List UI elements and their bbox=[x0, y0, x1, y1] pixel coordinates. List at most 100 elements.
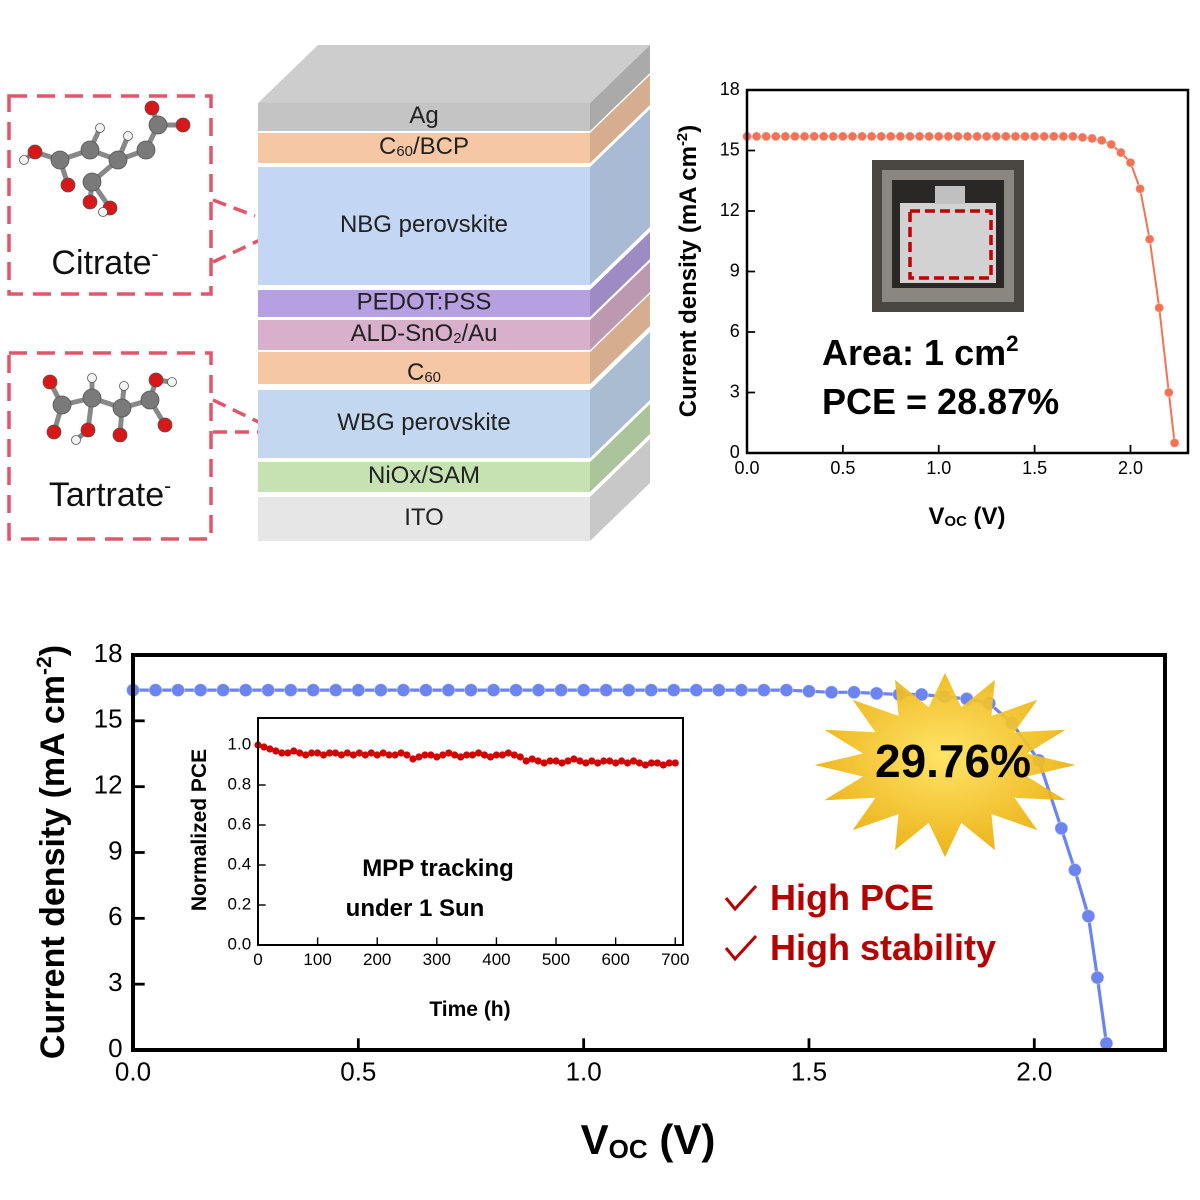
point bbox=[933, 131, 944, 142]
atom bbox=[82, 172, 102, 192]
tartrate-box bbox=[7, 351, 213, 541]
point bbox=[876, 131, 887, 142]
annotation-part: under 1 Sun bbox=[346, 895, 485, 922]
point bbox=[373, 683, 388, 698]
atom bbox=[80, 140, 100, 160]
point bbox=[809, 131, 820, 142]
layer bbox=[258, 352, 590, 384]
y-tick-label: 18 bbox=[94, 638, 123, 668]
layer-side-shade bbox=[590, 45, 650, 131]
point bbox=[818, 131, 829, 142]
y-axis-label-part: ) bbox=[675, 125, 702, 133]
point bbox=[801, 684, 816, 699]
layer-label-part: C bbox=[407, 359, 424, 386]
x-tick-label: 0.0 bbox=[115, 1056, 151, 1086]
atom bbox=[82, 388, 102, 408]
y-tick-label: 15 bbox=[94, 704, 123, 734]
point bbox=[582, 759, 590, 767]
layer-side bbox=[590, 439, 650, 541]
point bbox=[1135, 183, 1146, 194]
molecule-label-part: - bbox=[164, 475, 171, 498]
layer bbox=[258, 390, 590, 458]
atom bbox=[112, 398, 132, 418]
layer-label-part: C bbox=[379, 133, 396, 160]
y-axis-label-part: ) bbox=[34, 645, 72, 656]
y-tick-label: 0.0 bbox=[228, 934, 252, 953]
x-tick-label: 300 bbox=[423, 950, 451, 969]
y-tick-label: 12 bbox=[720, 200, 740, 220]
x-tick-label: 0 bbox=[253, 950, 262, 969]
atom bbox=[95, 123, 105, 133]
molecule-label: Tartrate- bbox=[49, 475, 171, 514]
point bbox=[558, 759, 566, 767]
y-tick-label: 18 bbox=[720, 79, 740, 99]
point bbox=[319, 751, 328, 759]
point bbox=[869, 686, 884, 701]
point bbox=[486, 753, 495, 761]
point bbox=[148, 683, 163, 698]
layer bbox=[258, 103, 590, 131]
y-axis-label-part: Current density (mA cm bbox=[34, 675, 72, 1059]
point bbox=[612, 759, 620, 767]
point bbox=[302, 751, 310, 759]
point bbox=[751, 131, 762, 142]
line bbox=[747, 135, 1176, 444]
point bbox=[554, 683, 569, 698]
point bbox=[1081, 909, 1096, 924]
layer-label-part: Ag bbox=[409, 102, 438, 129]
point bbox=[441, 683, 456, 698]
point bbox=[498, 751, 506, 759]
point bbox=[914, 131, 925, 142]
point bbox=[1169, 437, 1180, 448]
point bbox=[272, 747, 280, 755]
layer-side-shade bbox=[590, 262, 650, 350]
point bbox=[653, 759, 661, 767]
layer-label: C60/BCP bbox=[379, 133, 469, 160]
point bbox=[216, 683, 231, 698]
y-axis-label: Current density (mA cm-2) bbox=[33, 645, 72, 1059]
atom bbox=[50, 150, 70, 170]
atom bbox=[175, 117, 191, 133]
point bbox=[361, 751, 369, 759]
point bbox=[367, 749, 375, 757]
atom bbox=[119, 381, 129, 391]
point bbox=[1099, 1036, 1114, 1051]
point bbox=[1090, 970, 1105, 985]
point bbox=[480, 751, 489, 759]
y-tick-label: 9 bbox=[108, 835, 122, 865]
layer-side-shade bbox=[590, 75, 650, 163]
annotation-part: PCE = 28.87% bbox=[822, 381, 1059, 422]
atom bbox=[140, 390, 160, 410]
point bbox=[492, 751, 501, 759]
layer-side-shade bbox=[590, 332, 650, 458]
layer-side bbox=[590, 109, 650, 285]
point bbox=[337, 751, 346, 759]
molecule-label-part: Citrate bbox=[51, 244, 151, 282]
point bbox=[1115, 147, 1126, 158]
point bbox=[599, 683, 614, 698]
point bbox=[895, 131, 906, 142]
layer-label: C60 bbox=[407, 359, 441, 386]
molecule-label: Citrate- bbox=[51, 243, 158, 282]
point bbox=[391, 751, 399, 759]
x-tick-label: 1.0 bbox=[566, 1056, 602, 1086]
point bbox=[671, 759, 679, 767]
point bbox=[531, 683, 546, 698]
point bbox=[325, 749, 334, 757]
point bbox=[570, 755, 578, 763]
y-tick-label: 0 bbox=[730, 442, 740, 462]
atom bbox=[46, 424, 62, 440]
atom bbox=[60, 177, 76, 193]
x-tick-label: 1.5 bbox=[791, 1056, 827, 1086]
point bbox=[606, 757, 614, 765]
annotation: MPP tracking bbox=[362, 855, 514, 882]
x-axis-label-part: V bbox=[929, 503, 945, 530]
point bbox=[666, 683, 681, 698]
point bbox=[1163, 387, 1174, 398]
atom bbox=[167, 377, 177, 387]
point bbox=[847, 685, 862, 700]
y-tick-label: 9 bbox=[730, 260, 740, 280]
point bbox=[623, 759, 632, 767]
point bbox=[689, 683, 704, 698]
point bbox=[415, 753, 423, 761]
